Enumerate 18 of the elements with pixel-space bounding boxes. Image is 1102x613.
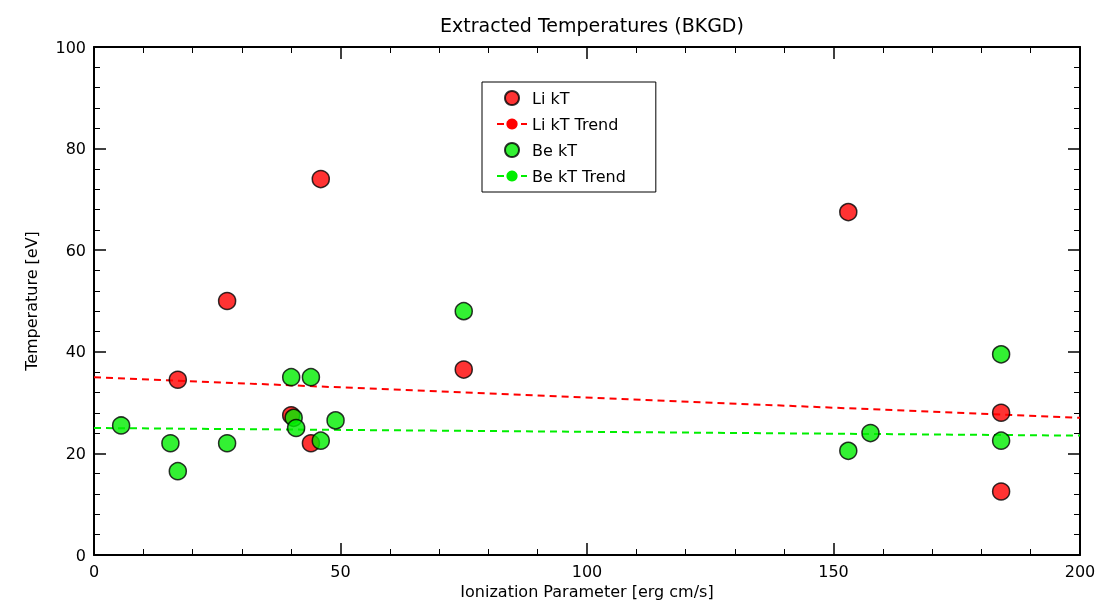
- y-axis-title: Temperature [eV]: [21, 231, 41, 372]
- x-tick-label: 50: [330, 561, 351, 581]
- x-tick-label: 100: [571, 561, 603, 581]
- x-tick-label: 200: [1064, 561, 1096, 581]
- legend-label: Li kT: [532, 88, 570, 108]
- y-tick-label: 40: [65, 342, 86, 362]
- x-tick-label: 150: [818, 561, 849, 581]
- y-tick-label: 80: [65, 139, 86, 159]
- x-tick-label: 0: [88, 561, 100, 581]
- legend-label: Li kT Trend: [532, 114, 619, 134]
- y-tick-label: 100: [55, 37, 86, 57]
- legend-label: Be kT Trend: [532, 166, 626, 186]
- x-axis-title: Ionization Parameter [erg cm/s]: [460, 582, 714, 602]
- y-tick-label: 20: [65, 443, 86, 463]
- y-tick-label: 0: [75, 545, 86, 565]
- legend-label: Be kT: [532, 140, 578, 160]
- y-tick-label: 60: [65, 240, 86, 260]
- chart-title: Extracted Temperatures (BKGD): [440, 13, 744, 36]
